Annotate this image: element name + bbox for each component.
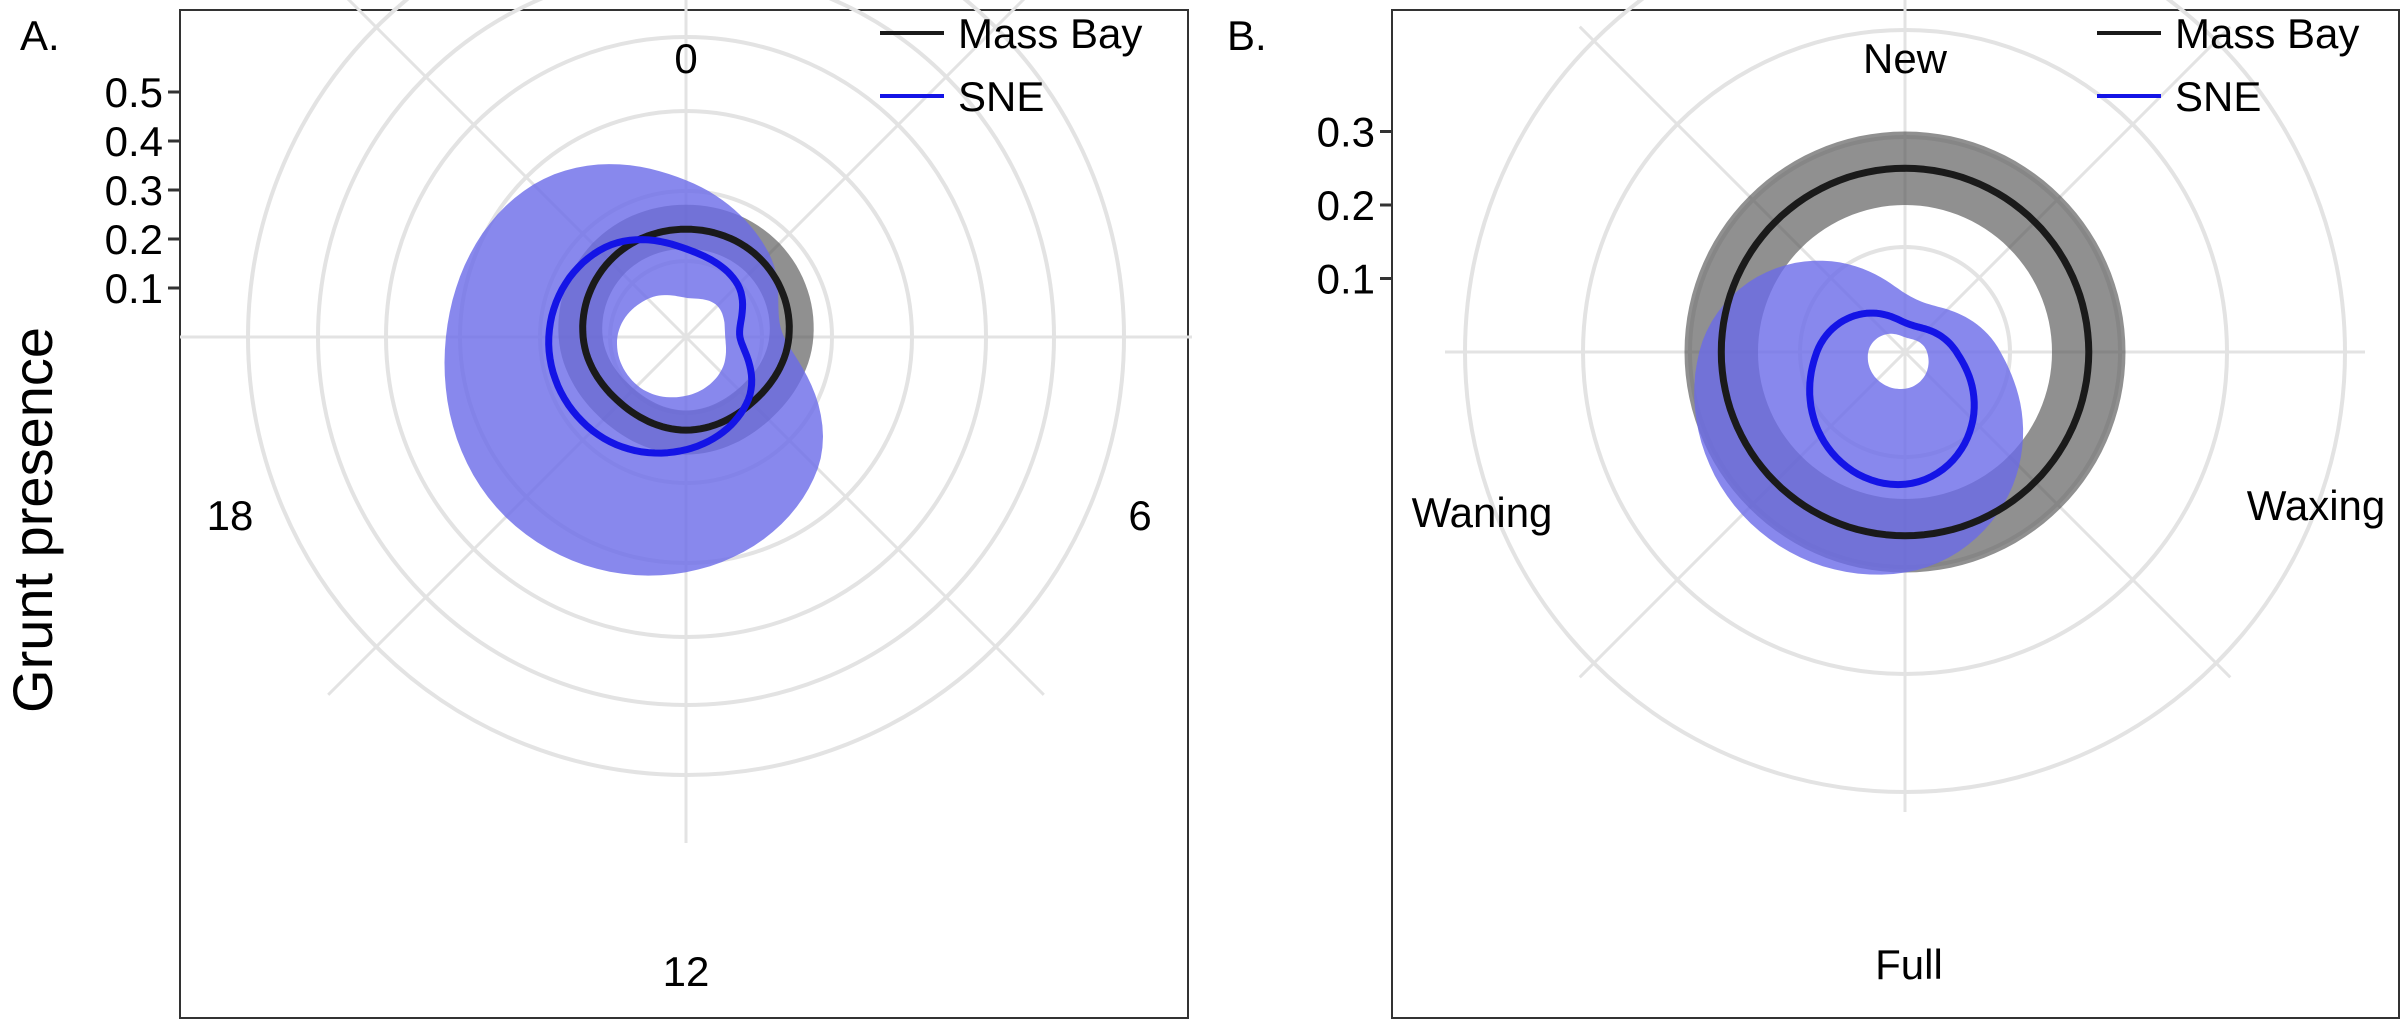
panel-a-legend-label-mass-bay: Mass Bay <box>958 10 1142 57</box>
panel-b-lines <box>1717 164 2093 540</box>
panel-b-theta-label-waxing: Waxing <box>2247 482 2386 529</box>
panel-b-legend-label-mass-bay: Mass Bay <box>2175 10 2359 57</box>
panel-b-radial-tick-label: 0.1 <box>1317 256 1375 303</box>
panel-a-radial-tick-label: 0.2 <box>105 216 163 263</box>
panel-a-label: A. <box>20 12 60 59</box>
panel-b: B. New Waxing Full Waning 0.1 0.2 0.3 Mass… <box>1227 0 2400 1019</box>
panel-a-ribbon-sne <box>444 164 823 576</box>
panel-b-theta-label-full: Full <box>1875 941 1943 988</box>
panel-b-legend: Mass Bay SNE <box>2097 10 2359 120</box>
panel-a-radial-tick-label: 0.4 <box>105 118 163 165</box>
panel-a-line-mass-bay <box>579 225 793 434</box>
panel-a-lines <box>545 225 793 457</box>
panel-b-radial-axis: 0.1 0.2 0.3 <box>1317 109 1392 303</box>
panel-b-grid-spoke <box>1903 25 2232 354</box>
panel-b-legend-label-sne: SNE <box>2175 73 2261 120</box>
panel-b-label: B. <box>1227 12 1267 59</box>
panel-a-line-sne <box>545 236 756 457</box>
panel-b-line-sne <box>1806 309 1978 489</box>
panel-a-radial-tick-label: 0.3 <box>105 167 163 214</box>
panel-a-theta-label-0: 0 <box>674 35 697 82</box>
panel-b-line-mass-bay <box>1717 164 2093 540</box>
panel-a-legend: Mass Bay SNE <box>880 10 1142 120</box>
panel-a-theta-label-6: 6 <box>1128 492 1151 539</box>
panel-a-radial-axis: 0.10.20.30.40.5 <box>105 69 180 312</box>
panel-a-legend-label-sne: SNE <box>958 73 1044 120</box>
panel-b-theta-label-new: New <box>1863 35 1948 82</box>
panel-b-radial-tick-label: 0.3 <box>1317 109 1375 156</box>
panel-a: A. 0 6 12 18 0.10.20.30.40.5 Mass Bay SN… <box>20 0 1192 1019</box>
panel-a-theta-label-12: 12 <box>663 948 710 995</box>
panel-a-radial-tick-label: 0.5 <box>105 69 163 116</box>
panel-a-radial-tick-label: 0.1 <box>105 265 163 312</box>
panel-b-theta-label-waning: Waning <box>1412 489 1553 536</box>
panel-b-grid <box>1445 0 2365 812</box>
panel-b-radial-tick-label: 0.2 <box>1317 182 1375 229</box>
panel-a-theta-label-18: 18 <box>207 492 254 539</box>
y-axis-label: Grunt presence <box>1 327 64 713</box>
